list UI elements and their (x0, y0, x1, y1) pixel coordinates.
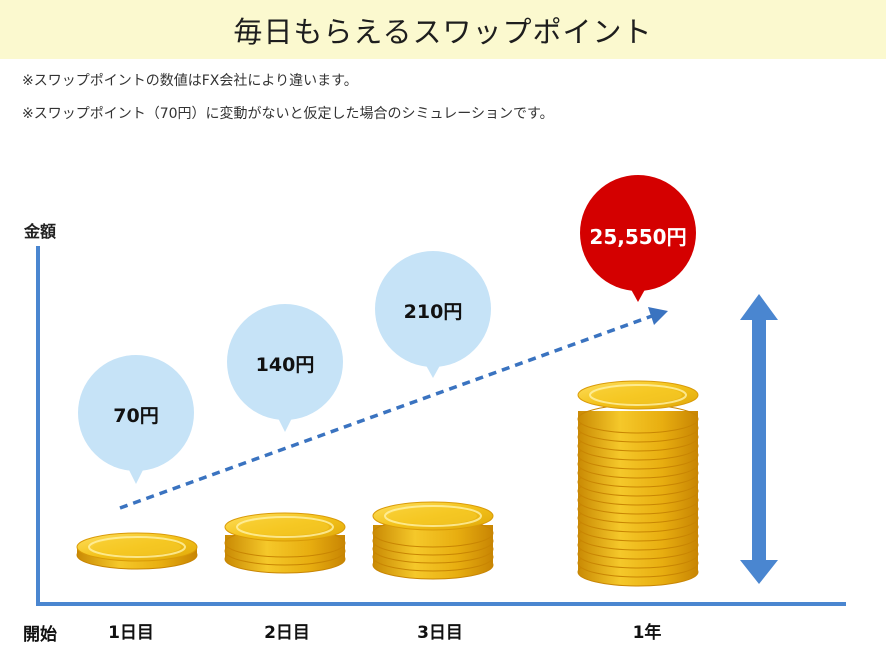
dashed-trend-arrow-icon (119, 307, 668, 510)
page-title: 毎日もらえるスワップポイント (233, 14, 653, 49)
amount-day3: 210円 (403, 301, 463, 323)
bubble-year (580, 175, 696, 302)
bubble-day3 (375, 251, 491, 378)
title-bar: 毎日もらえるスワップポイント (0, 0, 886, 59)
note-simulation: ※スワップポイント（70円）に変動がないと仮定した場合のシミュレーションです。 (22, 106, 554, 122)
coin-stack-3 (372, 501, 494, 580)
note-fx-company: ※スワップポイントの数値はFX会社により違います。 (22, 73, 358, 89)
coin-stack-4 (577, 380, 699, 587)
bubble-day1 (78, 355, 194, 484)
amount-year: 25,550円 (589, 225, 687, 249)
amount-day2: 140円 (255, 354, 315, 376)
stage-label-day1: 1日目 (108, 623, 154, 643)
x-axis-start-label: 開始 (23, 625, 57, 645)
stage-label-day2: 2日目 (264, 623, 310, 643)
coin-stack-1 (76, 532, 198, 570)
bubble-day2 (227, 304, 343, 432)
stage-label-day3: 3日目 (417, 623, 463, 643)
y-axis-label: 金額 (24, 222, 57, 241)
coin-stack-2 (224, 512, 346, 574)
amount-day1: 70円 (113, 405, 159, 427)
double-headed-arrow-icon (740, 294, 778, 584)
stage-label-year: 1年 (632, 623, 662, 643)
